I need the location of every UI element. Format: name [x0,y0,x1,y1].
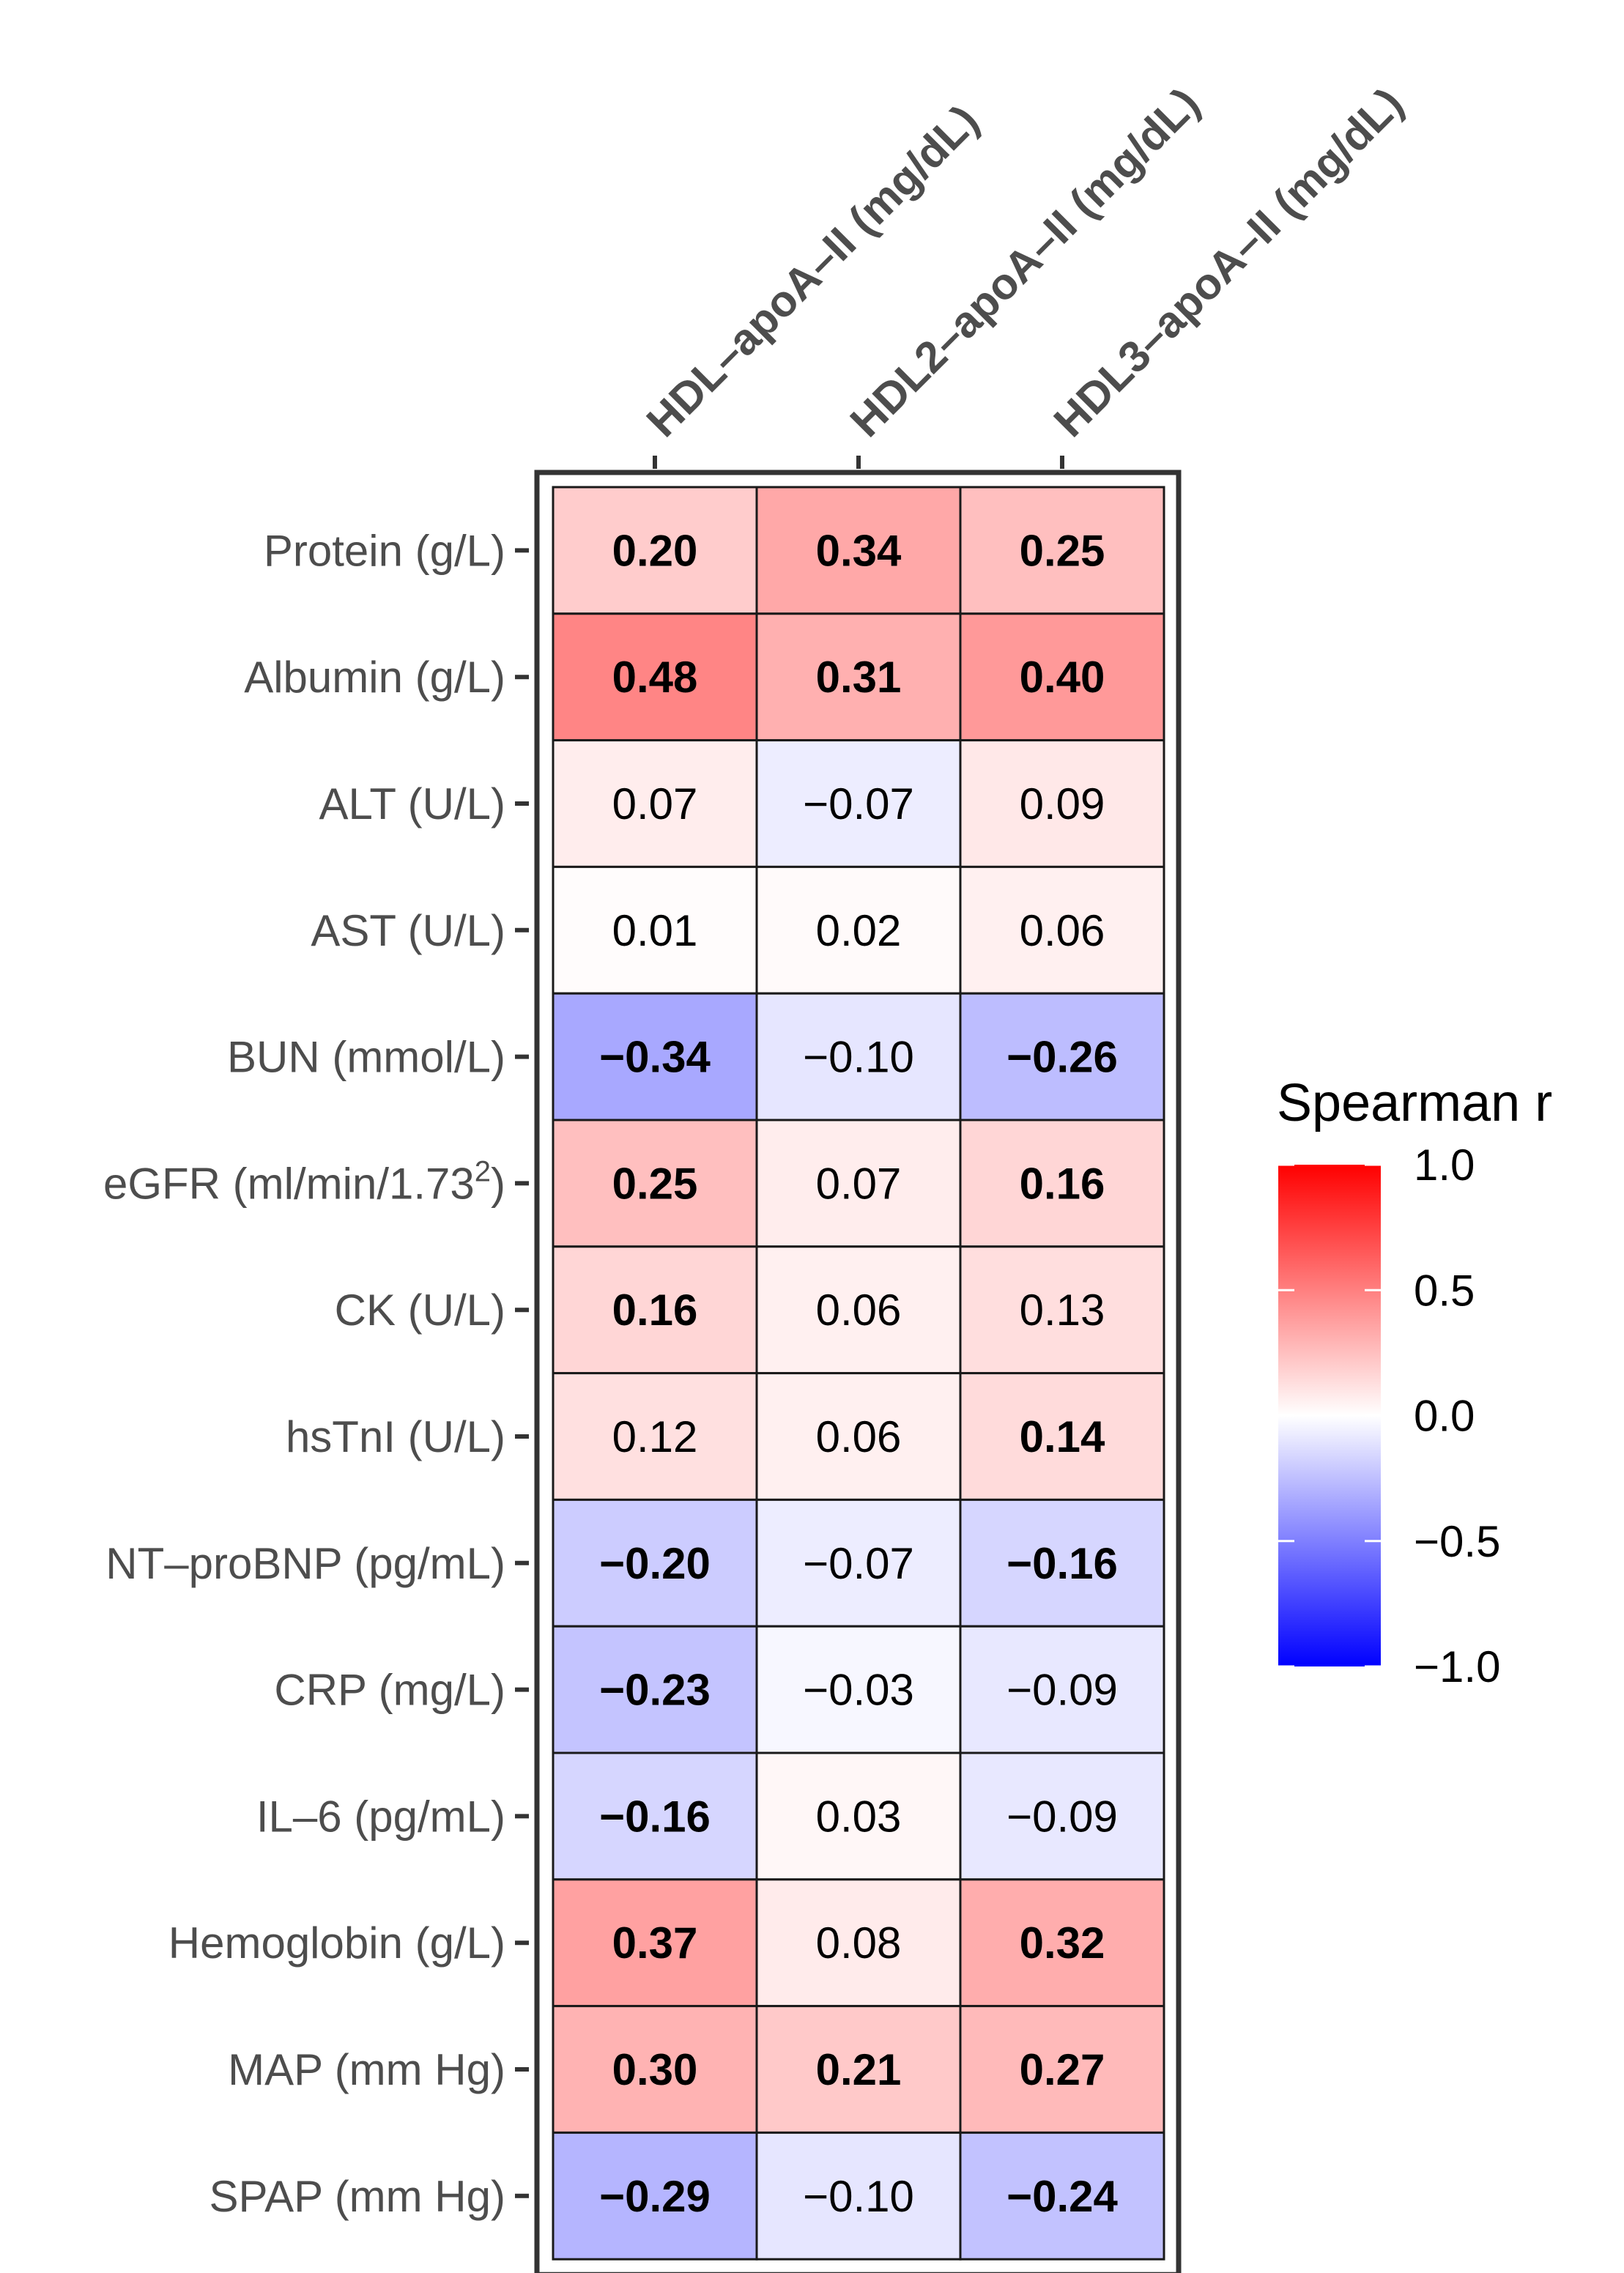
cell-value-label: −0.09 [1006,1792,1118,1841]
cell-value-label: −0.29 [599,2172,711,2221]
row-label: Albumin (g/L) [244,653,505,702]
cell-value-label: 0.31 [816,653,902,702]
row-label: SPAP (mm Hg) [209,2172,505,2221]
cell-value-label: 0.34 [816,526,902,575]
cell-value-label: 0.25 [612,1159,698,1208]
heatmap-cell [552,1245,758,1375]
heatmap-cell [959,2005,1165,2134]
legend-title: Spearman r [1277,1074,1552,1132]
row-label: eGFR (ml/min/1.732) [103,1155,505,1208]
cell-value-label: 0.07 [816,1159,902,1208]
row-label: CK (U/L) [335,1286,505,1335]
row-label: BUN (mmol/L) [227,1033,505,1082]
column-label: HDL3–apoA–II (mg/dL) [1045,78,1412,446]
heatmap-cell [959,865,1165,995]
panel-border [534,470,1182,2273]
legend-tick-label: 1.0 [1414,1141,1475,1190]
cell-value-label: 0.25 [1020,526,1105,575]
cell-value-label: 0.01 [612,906,698,955]
cell-value-label: −0.10 [803,1033,914,1082]
heatmap-cell [552,1498,758,1628]
legend-tick-label: 0.5 [1414,1266,1475,1315]
cell-value-label: 0.32 [1020,1918,1105,1968]
cell-value-label: 0.21 [816,2045,902,2094]
heatmap-cell [959,1878,1165,2008]
cell-value-label: 0.03 [816,1792,902,1841]
heatmap-cell [552,1751,758,1881]
legend-tick-label: −1.0 [1414,1642,1500,1691]
cell-value-label: −0.16 [1006,1539,1118,1588]
row-label: AST (U/L) [311,906,505,955]
row-label: hsTnI (U/L) [286,1412,505,1461]
cell-value-label: 0.40 [1020,653,1105,702]
cell-value-label: 0.09 [1020,779,1105,828]
heatmap-cell [755,1751,962,1881]
heatmap-cell [959,1751,1165,1881]
heatmap-cell [959,1119,1165,1248]
heatmap-cell [755,739,962,868]
cell-value-label: 0.48 [612,653,698,702]
heatmap-cell [552,1625,758,1754]
heatmap-cell [959,1498,1165,1628]
heatmap-cell [959,1372,1165,1501]
cell-value-label: 0.07 [612,779,698,828]
legend-tick-label: 0.0 [1414,1392,1475,1441]
column-label: HDL–apoA–II (mg/dL) [637,95,988,446]
cell-value-label: 0.08 [816,1918,902,1968]
heatmap-cell [552,2005,758,2134]
cell-value-label: 0.13 [1020,1286,1105,1335]
heatmap-cell [959,992,1165,1121]
row-label: ALT (U/L) [319,779,505,828]
heatmap-cell [755,1498,962,1628]
cell-value-label: 0.27 [1020,2045,1105,2094]
heatmap-cell [552,1878,758,2008]
cell-value-label: 0.06 [816,1412,902,1461]
cell-value-label: 0.06 [816,1286,902,1335]
cell-value-label: −0.10 [803,2172,914,2221]
column-label: HDL2–apoA–II (mg/dL) [841,78,1209,446]
cell-value-label: −0.24 [1006,2172,1118,2221]
heatmap-cell [755,1625,962,1754]
heatmap-cell [959,2131,1165,2261]
legend-tick-label: −0.5 [1414,1517,1500,1566]
heatmap-cell [755,1878,962,2008]
cell-value-label: −0.26 [1006,1033,1118,1082]
cell-value-label: −0.20 [599,1539,711,1588]
heatmap-cell [552,2131,758,2261]
cell-value-label: 0.30 [612,2045,698,2094]
cell-value-label: −0.07 [803,1539,914,1588]
row-label: Hemoglobin (g/L) [168,1918,505,1968]
cell-value-label: −0.16 [599,1792,711,1841]
row-label: IL–6 (pg/mL) [256,1792,505,1841]
heatmap-cell [959,612,1165,742]
cell-value-label: 0.20 [612,526,698,575]
cell-value-label: 0.06 [1020,906,1105,955]
cell-value-label: 0.14 [1020,1412,1105,1461]
heatmap-cell [755,486,962,615]
cell-value-label: −0.03 [803,1666,914,1715]
cell-value-label: 0.16 [1020,1159,1105,1208]
row-label: NT–proBNP (pg/mL) [105,1539,505,1588]
row-label: MAP (mm Hg) [228,2045,505,2094]
cell-value-label: 0.12 [612,1412,698,1461]
heatmap-cell [755,865,962,995]
heatmap-cell [755,992,962,1121]
cell-value-label: −0.23 [599,1666,711,1715]
cell-value-label: −0.34 [599,1033,711,1082]
cell-value-label: −0.09 [1006,1666,1118,1715]
row-label: CRP (mg/L) [274,1666,505,1715]
cell-value-label: −0.07 [803,779,914,828]
heatmap-cell [755,2005,962,2134]
heatmap-cell [959,1625,1165,1754]
row-label: Protein (g/L) [264,526,505,575]
heatmap-cell [552,992,758,1121]
cell-value-label: 0.37 [612,1918,698,1968]
heatmap-cell [755,1372,962,1501]
heatmap-cell [552,865,758,995]
cell-value-label: 0.02 [816,906,902,955]
legend-colorbar [1278,1165,1381,1666]
heatmap-cell [959,739,1165,868]
cell-value-label: 0.16 [612,1286,698,1335]
